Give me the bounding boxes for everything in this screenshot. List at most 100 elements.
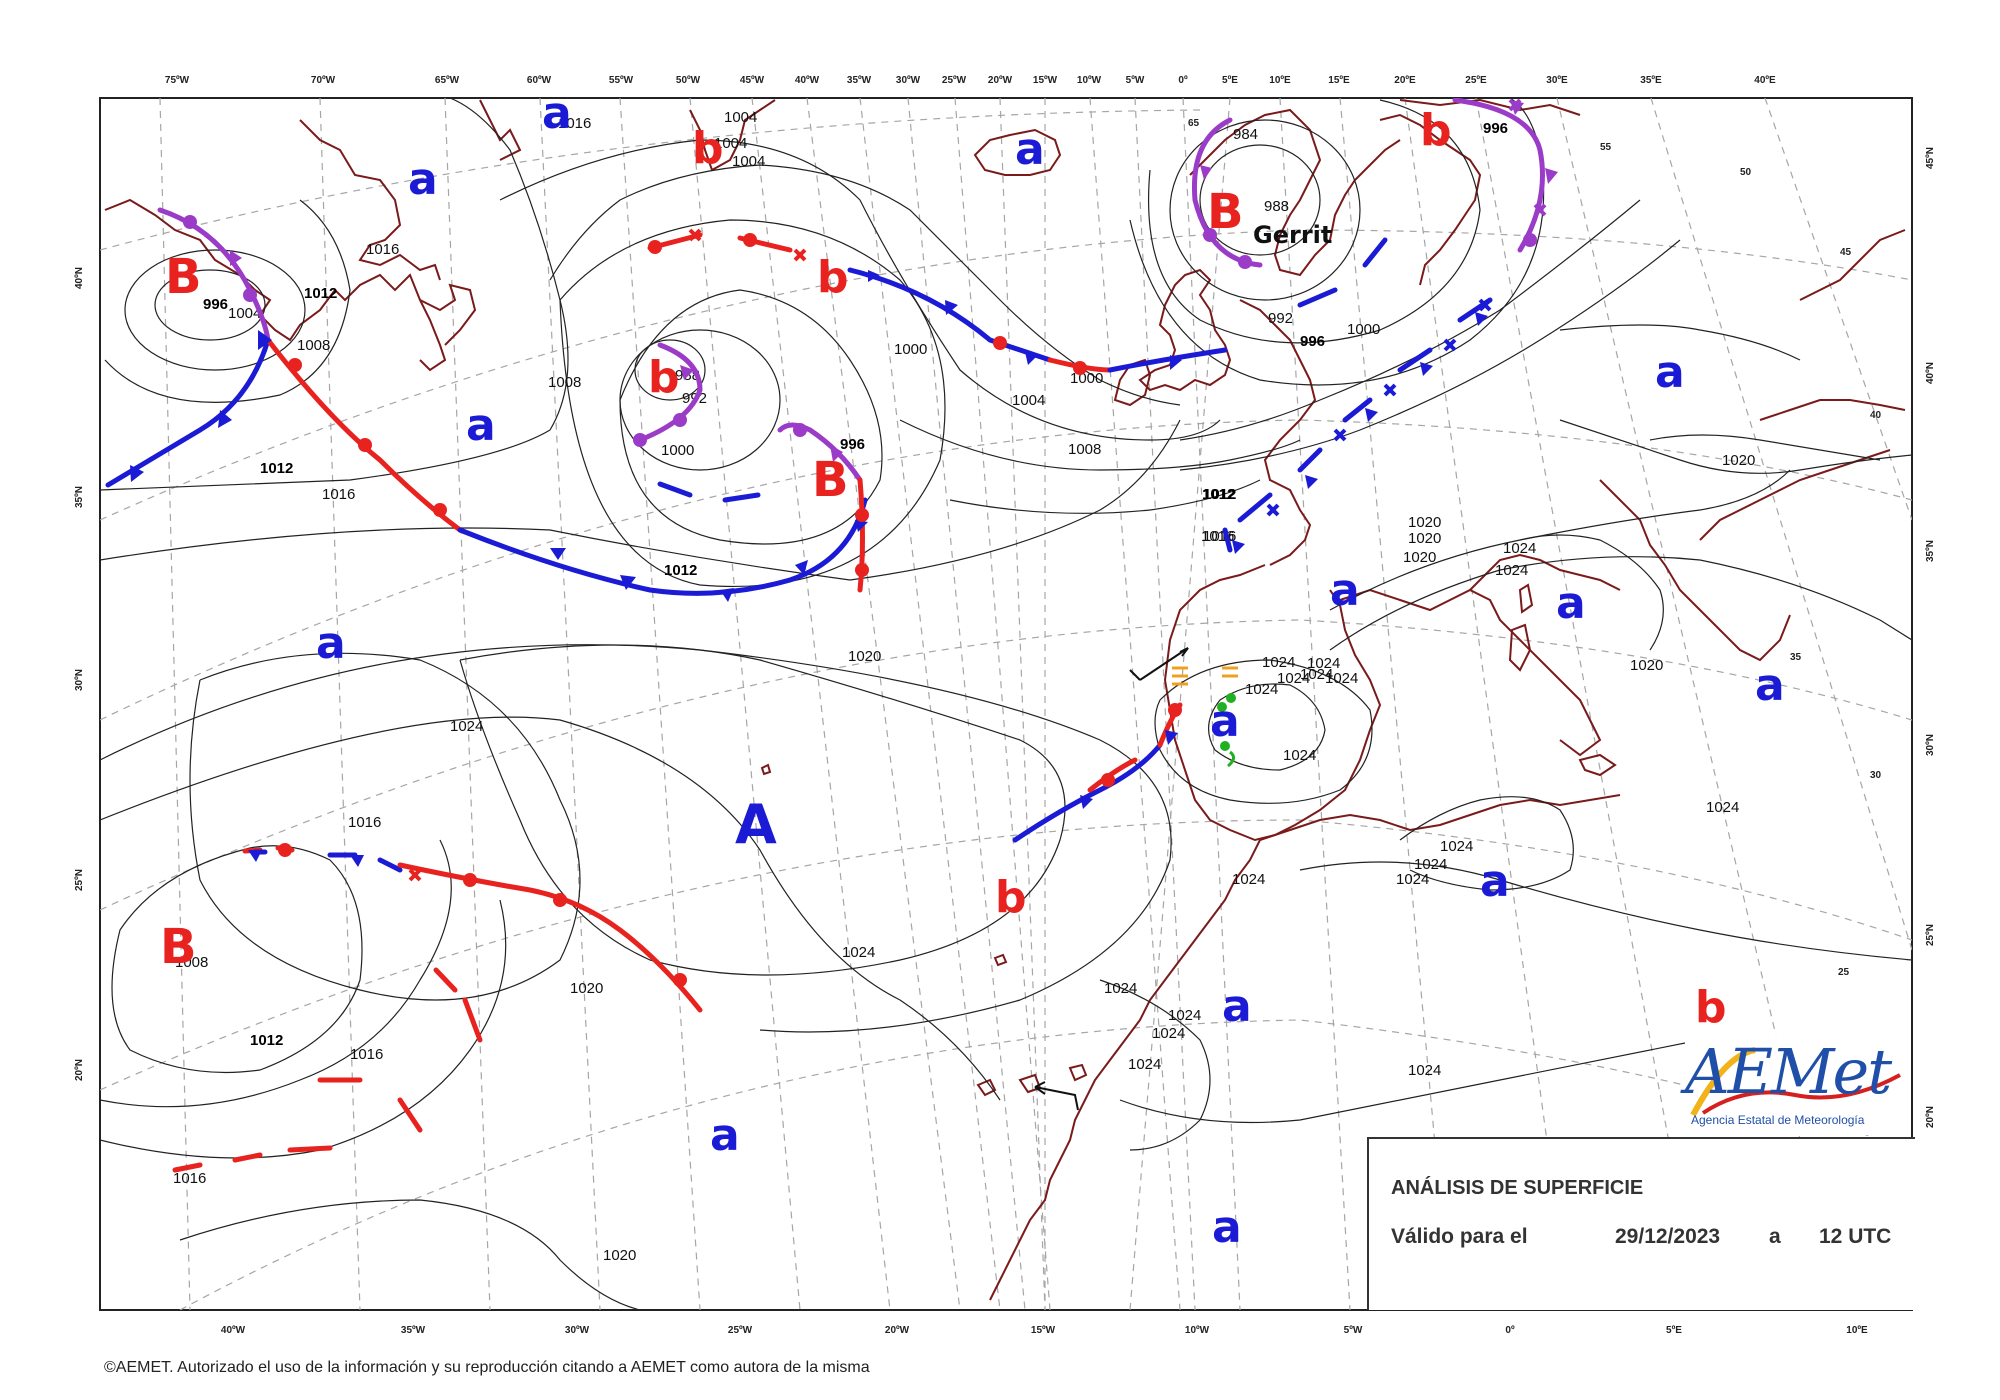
- high-center-a: a: [1212, 1202, 1242, 1253]
- isobar-label: 1020: [603, 1247, 636, 1264]
- isobar-label: 1012: [250, 1032, 283, 1049]
- tick-lon-bottom: 0º: [1505, 1325, 1515, 1336]
- isobar-label: 1004: [732, 153, 765, 170]
- isobar-label: 1020: [1408, 530, 1441, 547]
- low-center-B: B: [165, 249, 202, 305]
- high-center-a: a: [1480, 856, 1510, 907]
- tick-lon-bottom: 5ºE: [1666, 1325, 1682, 1336]
- isobar-label: 1024: [1706, 799, 1739, 816]
- inner-lat-label: 65: [1188, 118, 1200, 129]
- isobar-label: 1004: [1012, 392, 1045, 409]
- tick-lon-bottom: 5ºW: [1344, 1325, 1363, 1336]
- tick-lon-bottom: 30ºW: [565, 1325, 590, 1336]
- isobar-label: 984: [1233, 126, 1258, 143]
- tick-lon-top: 60ºW: [527, 75, 552, 86]
- high-center-A: A: [735, 793, 777, 856]
- analysis-title: ANÁLISIS DE SUPERFICIE: [1391, 1177, 1644, 1199]
- tick-lon-top: 20ºE: [1394, 75, 1416, 86]
- isobar-label: 1016: [173, 1170, 206, 1187]
- isobar-label: 1016: [348, 814, 381, 831]
- logo-subtitle: Agencia Estatal de Meteorología: [1691, 1113, 1865, 1127]
- tick-lon-top: 25ºW: [942, 75, 967, 86]
- tick-lon-top: 15ºW: [1033, 75, 1058, 86]
- tick-lon-top: 65ºW: [435, 75, 460, 86]
- isobar-label: 1024: [1277, 670, 1310, 687]
- high-center-a: a: [710, 1110, 740, 1161]
- tick-lat-right: 40ºN: [1925, 362, 1936, 384]
- tick-lon-top: 40ºE: [1754, 75, 1776, 86]
- isobar-label: 992: [1268, 310, 1293, 327]
- tick-lon-bottom: 40ºW: [221, 1325, 246, 1336]
- low-center-b: b: [692, 123, 724, 174]
- low-center-b: b: [648, 352, 680, 403]
- isobars: [100, 98, 1912, 1310]
- logo-wordmark: AEMet: [1685, 1035, 1892, 1108]
- low-center-b: b: [817, 252, 849, 303]
- high-center-a: a: [1015, 124, 1045, 175]
- isobar-label: 1024: [1128, 1056, 1161, 1073]
- isobar-label: 1024: [1307, 655, 1340, 672]
- tick-lon-top: 30ºE: [1546, 75, 1568, 86]
- tick-lon-top: 20ºW: [988, 75, 1013, 86]
- isobar-label: 988: [1264, 198, 1289, 215]
- isobar-label: 1016: [350, 1046, 383, 1063]
- isobar-label: 1012: [664, 562, 697, 579]
- isobar-label: 1020: [848, 648, 881, 665]
- valid-label: Válido para el: [1391, 1225, 1528, 1248]
- tick-lon-top: 45ºW: [740, 75, 765, 86]
- bottom-longitude-ticks: 40ºW 35ºW 30ºW 25ºW 20ºW 15ºW 10ºW 5ºW 0…: [221, 1325, 1868, 1336]
- isobar-label: 1024: [1396, 871, 1429, 888]
- inner-lat-label: 25: [1838, 967, 1850, 978]
- isobar-label: 1016: [322, 486, 355, 503]
- isobar-label: 996: [840, 436, 865, 453]
- tick-lat-left: 35ºN: [74, 486, 85, 508]
- tick-lon-top: 35ºE: [1640, 75, 1662, 86]
- low-center-b: b: [1695, 982, 1727, 1033]
- isobar-label: 1016: [366, 241, 399, 258]
- tick-lon-top: 35ºW: [847, 75, 872, 86]
- tick-lon-top: 70ºW: [311, 75, 336, 86]
- right-latitude-ticks: 45ºN 40ºN 35ºN 30ºN 25ºN 20ºN: [1925, 147, 1936, 1128]
- isobar-label: 1020: [1630, 657, 1663, 674]
- tick-lon-bottom: 15ºW: [1031, 1325, 1056, 1336]
- isobar-label: 1012: [260, 460, 293, 477]
- isobar-label: 1024: [1503, 540, 1536, 557]
- isobar-label: 1012: [1202, 486, 1235, 503]
- inner-lat-label: 35: [1790, 652, 1802, 663]
- isobar-label: 1000: [661, 442, 694, 459]
- isobar-label: 1016: [558, 115, 591, 132]
- isobar-label: 1020: [1403, 549, 1436, 566]
- tick-lon-top: 15ºE: [1328, 75, 1350, 86]
- low-center-b: b: [995, 872, 1027, 923]
- tick-lon-top: 5ºE: [1222, 75, 1238, 86]
- tick-lat-right: 35ºN: [1925, 540, 1936, 562]
- high-center-a: a: [1222, 981, 1252, 1032]
- isobar-label: 996: [1483, 120, 1508, 137]
- isobar-label: 1004: [714, 135, 747, 152]
- isobar-label: 1024: [1283, 747, 1316, 764]
- tick-lon-bottom: 10ºE: [1846, 1325, 1868, 1336]
- isobar-label: 1008: [175, 954, 208, 971]
- isobar-label: 1020: [1722, 452, 1755, 469]
- inner-lat-label: 50: [1740, 167, 1752, 178]
- isobar-label: 1024: [1440, 838, 1473, 855]
- tick-lon-top: 10ºE: [1269, 75, 1291, 86]
- isobar-label: 1012: [1203, 486, 1236, 503]
- tick-lon-bottom: 20ºW: [885, 1325, 910, 1336]
- isobar-label: 1004: [228, 305, 261, 322]
- tick-lat-right: 45ºN: [1925, 147, 1936, 169]
- tick-lat-left: 40ºN: [74, 267, 85, 289]
- high-center-a: a: [466, 400, 496, 451]
- station-symbols: [1034, 647, 1238, 1111]
- isobar-label: 1024: [1168, 1007, 1201, 1024]
- high-center-a: a: [316, 618, 346, 669]
- coastlines: [104, 98, 1906, 1301]
- inner-latitude-labels: 65 55 50 45 40 35 30 25: [1188, 118, 1882, 978]
- tick-lon-top: 75ºW: [165, 75, 190, 86]
- tick-lon-top: 10ºW: [1077, 75, 1102, 86]
- isobar-label: 1004: [724, 109, 757, 126]
- low-center-B: B: [1207, 184, 1244, 240]
- isobar-label: 1024: [1414, 856, 1447, 873]
- high-center-a: a: [408, 154, 438, 205]
